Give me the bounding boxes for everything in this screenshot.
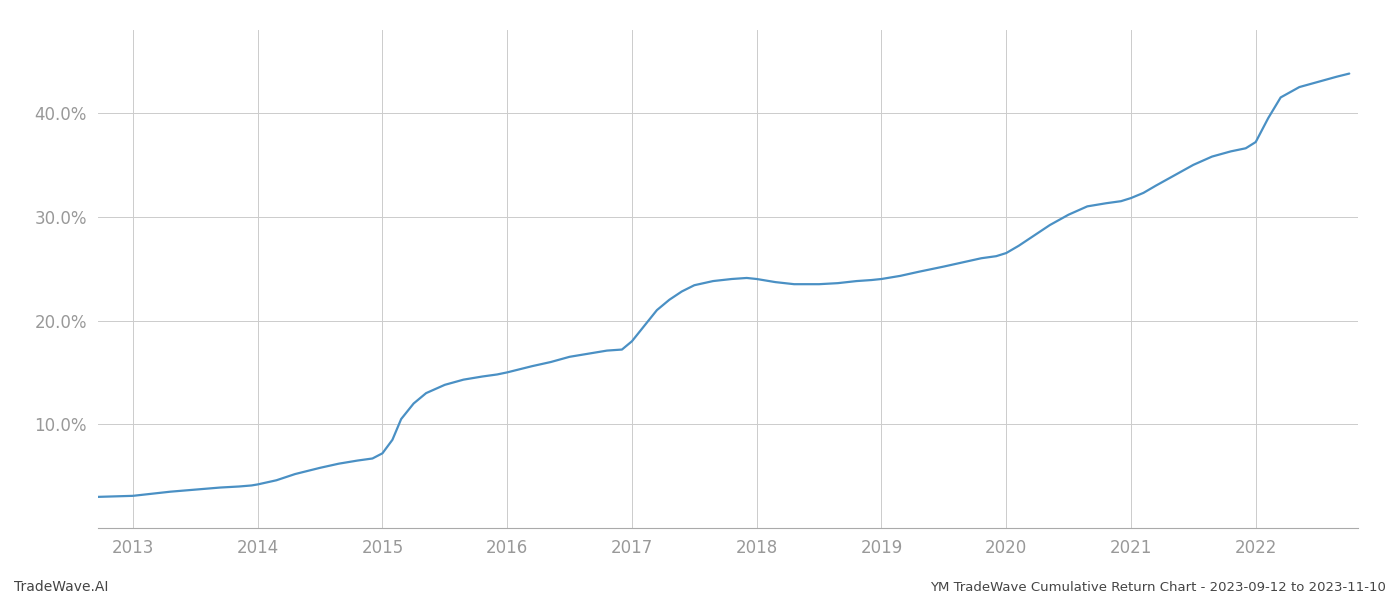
Text: YM TradeWave Cumulative Return Chart - 2023-09-12 to 2023-11-10: YM TradeWave Cumulative Return Chart - 2…: [930, 581, 1386, 594]
Text: TradeWave.AI: TradeWave.AI: [14, 580, 108, 594]
